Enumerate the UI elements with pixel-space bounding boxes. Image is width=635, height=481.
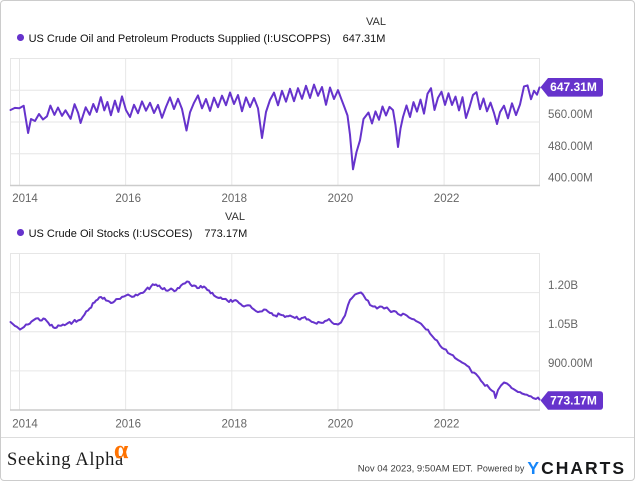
svg-text:2014: 2014: [12, 193, 38, 205]
svg-text:647.31M: 647.31M: [550, 80, 597, 94]
svg-text:400.00M: 400.00M: [548, 173, 593, 185]
svg-text:2016: 2016: [115, 419, 141, 431]
svg-text:2022: 2022: [434, 193, 460, 205]
svg-text:2018: 2018: [222, 193, 248, 205]
svg-text:2020: 2020: [328, 419, 354, 431]
svg-text:480.00M: 480.00M: [548, 141, 593, 153]
svg-text:560.00M: 560.00M: [548, 109, 593, 121]
svg-text:2022: 2022: [434, 419, 460, 431]
svg-text:2018: 2018: [222, 419, 248, 431]
svg-text:2016: 2016: [115, 193, 141, 205]
svg-text:1.20B: 1.20B: [548, 280, 578, 292]
svg-text:2020: 2020: [328, 193, 354, 205]
svg-text:900.00M: 900.00M: [548, 358, 593, 370]
svg-text:2014: 2014: [12, 419, 38, 431]
svg-text:773.17M: 773.17M: [550, 393, 597, 407]
svg-text:1.05B: 1.05B: [548, 319, 578, 331]
